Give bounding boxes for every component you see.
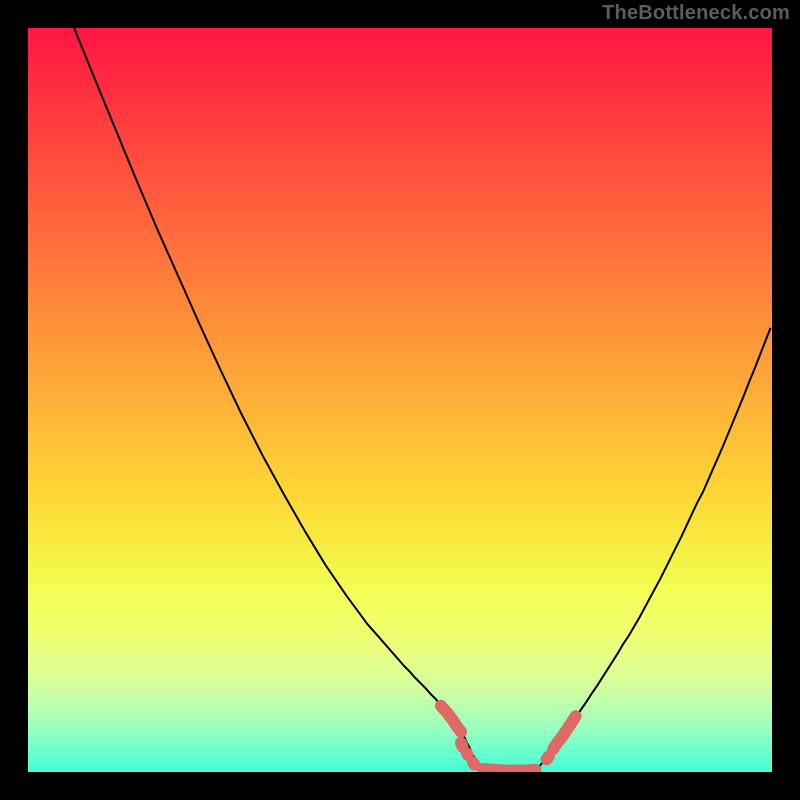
- highlight-dash: [473, 762, 474, 764]
- highlight-dash: [441, 706, 461, 732]
- bottleneck-curve: [74, 28, 770, 772]
- highlight-dash: [461, 743, 462, 747]
- highlight-dash: [467, 753, 468, 754]
- highlight-dash: [483, 769, 536, 770]
- plot-area: [28, 28, 772, 772]
- highlight-dash: [553, 716, 575, 749]
- chart-frame: TheBottleneck.com: [0, 0, 800, 800]
- attribution-label: TheBottleneck.com: [602, 2, 790, 25]
- highlight-dash: [547, 756, 549, 759]
- curve-layer: [28, 28, 772, 772]
